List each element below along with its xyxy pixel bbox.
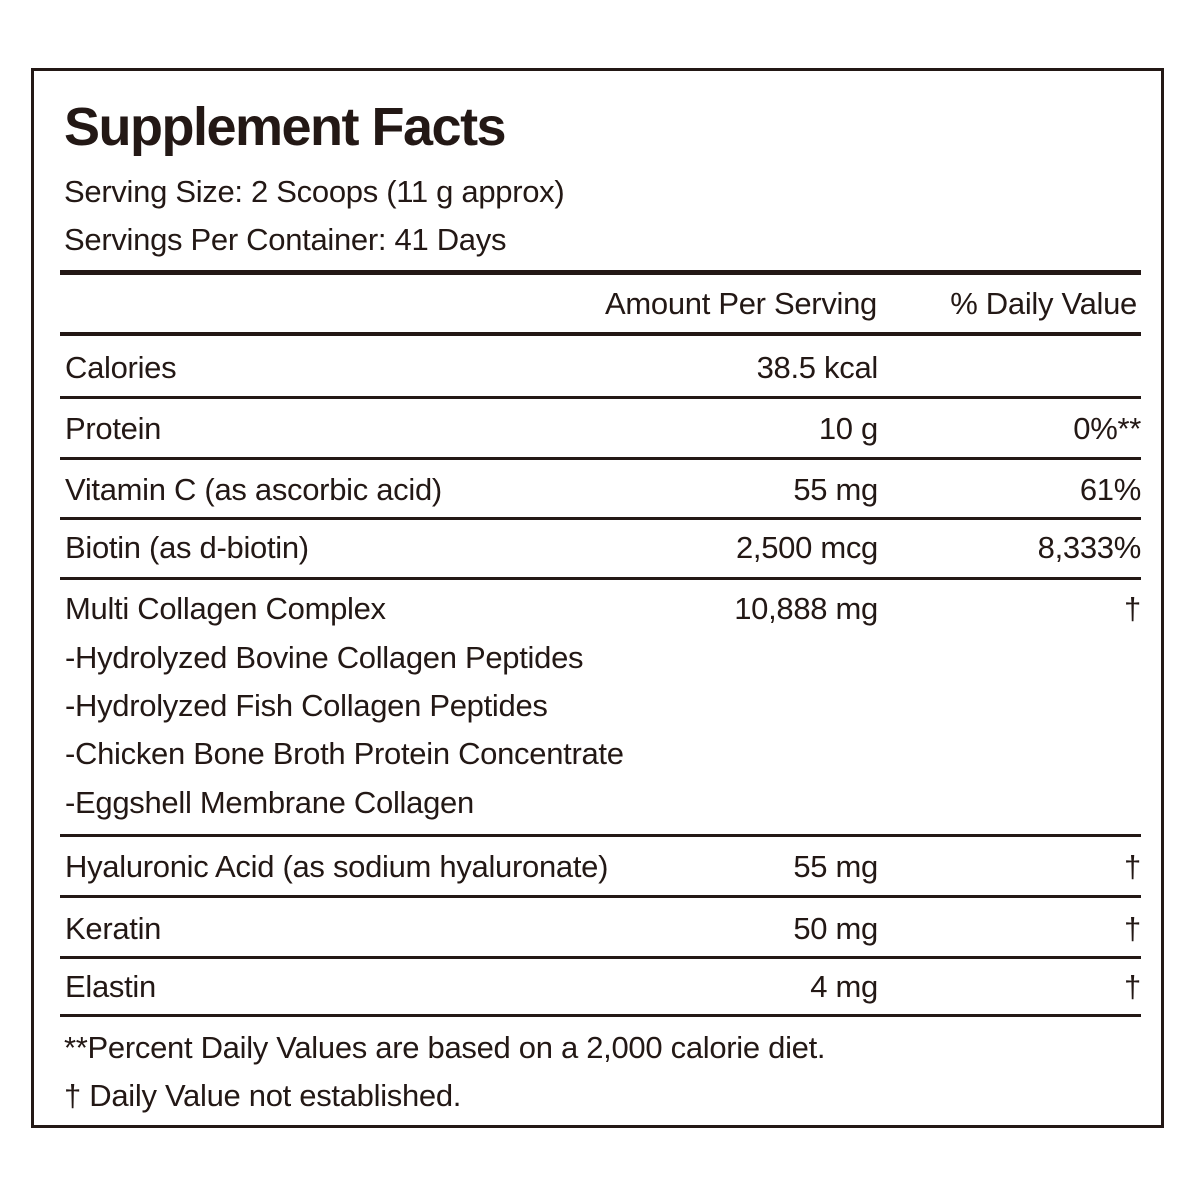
row-amount: 10,888 mg (734, 591, 878, 626)
row-name: Calories (65, 350, 177, 385)
serving-size: Serving Size: 2 Scoops (11 g approx) (64, 174, 565, 209)
sub-ingredient: -Hydrolyzed Bovine Collagen Peptides (65, 640, 584, 675)
table-row: Keratin 50 mg † (60, 898, 1141, 956)
row-name: Elastin (65, 969, 156, 1004)
footnote-not-established: † Daily Value not established. (64, 1078, 462, 1113)
row-divider (60, 517, 1141, 520)
table-row: Calories 38.5 kcal (60, 336, 1141, 396)
row-divider (60, 834, 1141, 837)
row-amount: 55 mg (793, 472, 878, 507)
row-divider (60, 577, 1141, 580)
row-daily-value: † (1124, 591, 1141, 626)
table-row: Vitamin C (as ascorbic acid) 55 mg 61% (60, 460, 1141, 517)
servings-per-container: Servings Per Container: 41 Days (64, 222, 507, 257)
sub-ingredient: -Hydrolyzed Fish Collagen Peptides (65, 688, 548, 723)
row-name: Multi Collagen Complex (65, 591, 386, 626)
row-divider (60, 396, 1141, 399)
panel-title: Supplement Facts (64, 97, 507, 157)
row-divider (60, 457, 1141, 460)
row-amount: 4 mg (810, 969, 878, 1004)
row-name: Vitamin C (as ascorbic acid) (65, 472, 442, 507)
row-divider (60, 956, 1141, 959)
row-amount: 38.5 kcal (756, 350, 879, 385)
table-row: Protein 10 g 0%** (60, 399, 1141, 457)
table-row: Multi Collagen Complex 10,888 mg † -Hydr… (60, 580, 1141, 834)
footnote-daily-values: **Percent Daily Values are based on a 2,… (64, 1030, 826, 1065)
row-name: Keratin (65, 911, 162, 946)
table-row: Biotin (as d-biotin) 2,500 mcg 8,333% (60, 520, 1141, 577)
row-name: Biotin (as d-biotin) (65, 530, 309, 565)
row-divider (60, 1014, 1141, 1017)
row-amount: 10 g (818, 411, 878, 446)
row-amount: 50 mg (793, 911, 878, 946)
row-daily-value: 8,333% (1037, 530, 1142, 565)
row-daily-value: † (1124, 849, 1141, 884)
header-divider (60, 332, 1141, 336)
table-row: Hyaluronic Acid (as sodium hyaluronate) … (60, 837, 1141, 895)
row-amount: 2,500 mcg (735, 530, 878, 565)
row-daily-value: † (1124, 911, 1141, 946)
daily-value-header: % Daily Value (950, 286, 1137, 321)
supplement-facts-panel (31, 68, 1164, 1128)
row-name: Protein (65, 411, 162, 446)
row-daily-value: † (1124, 969, 1141, 1004)
row-divider (60, 895, 1141, 898)
sub-ingredient: -Chicken Bone Broth Protein Concentrate (65, 736, 624, 771)
amount-per-serving-header: Amount Per Serving (604, 286, 877, 321)
row-daily-value: 0%** (1073, 411, 1141, 446)
row-daily-value: 61% (1079, 472, 1141, 507)
table-row: Elastin 4 mg † (60, 959, 1141, 1014)
row-name: Hyaluronic Acid (as sodium hyaluronate) (65, 849, 609, 884)
sub-ingredient: -Eggshell Membrane Collagen (65, 785, 474, 820)
row-amount: 55 mg (793, 849, 878, 884)
thick-divider (60, 270, 1141, 275)
